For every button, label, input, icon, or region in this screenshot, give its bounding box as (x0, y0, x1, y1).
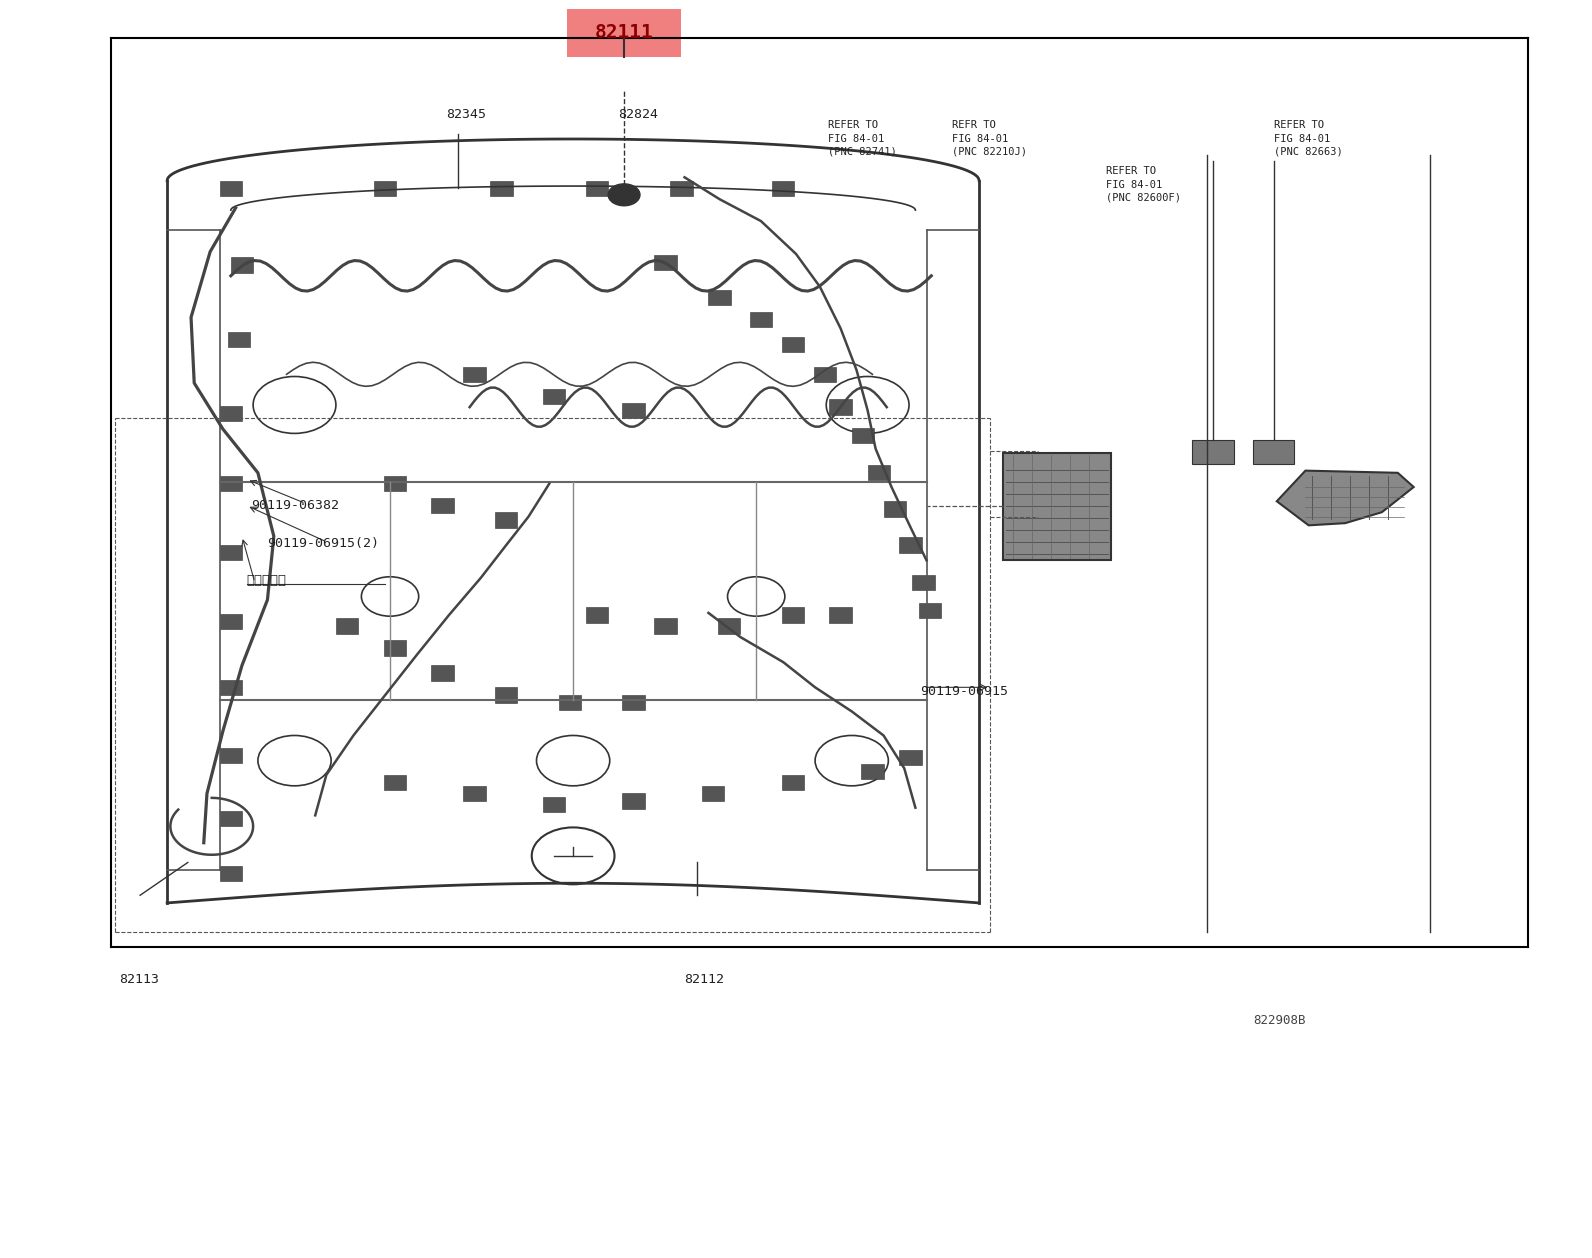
Bar (782, 337, 804, 352)
Bar (670, 181, 693, 196)
Text: 82345: 82345 (446, 108, 486, 122)
Bar (654, 619, 677, 634)
Bar (490, 181, 513, 196)
Bar (654, 255, 677, 270)
Bar (495, 687, 517, 703)
Text: 82113: 82113 (119, 972, 159, 986)
Bar (750, 312, 772, 327)
Bar (622, 403, 645, 418)
Bar (384, 775, 406, 790)
Text: REFER TO
FIG 84-01
(PNC 82600F): REFER TO FIG 84-01 (PNC 82600F) (1106, 166, 1181, 203)
Bar (374, 181, 396, 196)
Bar (431, 498, 454, 513)
Bar (543, 796, 565, 813)
Bar (543, 389, 565, 404)
Text: 90119-06915(2): 90119-06915(2) (267, 537, 379, 551)
Text: REFR TO
FIG 84-01
(PNC 82210J): REFR TO FIG 84-01 (PNC 82210J) (952, 121, 1027, 157)
Bar (718, 619, 740, 634)
Bar (220, 811, 242, 827)
Bar (220, 679, 242, 694)
Bar (495, 512, 517, 527)
Bar (782, 775, 804, 790)
Bar (463, 786, 486, 801)
Bar (919, 603, 941, 619)
Bar (708, 291, 731, 306)
Bar (220, 866, 242, 881)
Bar (861, 764, 884, 779)
Bar (559, 694, 581, 711)
Bar (829, 400, 852, 415)
FancyBboxPatch shape (567, 9, 681, 57)
Text: 82111: 82111 (595, 24, 653, 43)
Bar (852, 428, 874, 443)
Bar (814, 366, 836, 382)
Bar (1192, 440, 1234, 464)
Circle shape (608, 184, 640, 206)
Text: 90119-06915: 90119-06915 (920, 686, 1008, 698)
Text: TOYOTA - 8211120A50    N - 82111: TOYOTA - 8211120A50 N - 82111 (368, 1155, 1224, 1198)
Bar (586, 608, 608, 623)
Bar (220, 406, 242, 421)
Bar (231, 257, 253, 273)
Bar (912, 575, 935, 590)
Bar (431, 665, 454, 681)
Text: 82112: 82112 (685, 972, 724, 986)
Text: REFER TO
FIG 84-01
(PNC 82663): REFER TO FIG 84-01 (PNC 82663) (1274, 121, 1342, 157)
Bar (336, 619, 358, 634)
Bar (220, 614, 242, 629)
Text: REFER TO
FIG 84-01
(PNC 82741): REFER TO FIG 84-01 (PNC 82741) (828, 121, 896, 157)
Bar (220, 476, 242, 492)
Bar (1253, 440, 1294, 464)
Bar (220, 181, 242, 196)
Text: 品番ラベル: 品番ラベル (247, 574, 287, 586)
Bar (782, 608, 804, 623)
Bar (384, 640, 406, 655)
Bar (899, 537, 922, 552)
Bar (702, 786, 724, 801)
Bar (220, 545, 242, 560)
Bar (899, 750, 922, 765)
Bar (622, 794, 645, 809)
Bar (586, 181, 608, 196)
Text: 82824: 82824 (618, 108, 657, 122)
Bar (772, 181, 794, 196)
Bar (1003, 453, 1111, 560)
Bar (868, 465, 890, 481)
Text: 90119-06382: 90119-06382 (252, 499, 339, 512)
Bar (622, 694, 645, 711)
Bar (829, 608, 852, 623)
Bar (384, 476, 406, 492)
Polygon shape (1277, 470, 1414, 526)
Bar (463, 366, 486, 382)
Bar (228, 332, 250, 347)
Bar (884, 501, 906, 517)
Bar (220, 747, 242, 762)
Text: 822908B: 822908B (1253, 1014, 1305, 1027)
